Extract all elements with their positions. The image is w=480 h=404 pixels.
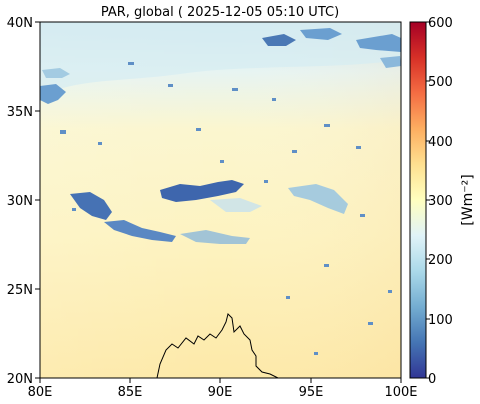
speck <box>356 146 361 149</box>
x-tick-label: 100E <box>384 385 417 400</box>
cloud-northwest-2 <box>42 68 70 78</box>
cloud-northwest <box>40 84 66 104</box>
speck <box>360 214 365 217</box>
speck <box>168 84 173 87</box>
speck <box>368 322 373 325</box>
cloud-band-center-light <box>210 198 262 212</box>
cloud-band-east <box>288 184 348 214</box>
map-area <box>40 22 401 378</box>
speck <box>388 290 392 293</box>
colorbar-tick-label: 0 <box>428 372 436 387</box>
cloud-north-strip-2 <box>300 28 342 40</box>
speck <box>286 296 290 299</box>
cloud-band-southwest <box>104 220 176 242</box>
speck <box>60 130 66 134</box>
low-par-cloud-features <box>40 28 401 244</box>
y-tick-label: 30N <box>7 194 33 209</box>
y-tick-label: 40N <box>7 16 33 31</box>
speck <box>272 98 276 101</box>
speck <box>324 264 329 267</box>
colorbar-label: [Wm⁻²] <box>460 174 476 225</box>
y-tick-label: 25N <box>7 283 33 298</box>
colorbar-ticks <box>426 21 430 379</box>
speck <box>264 180 268 183</box>
y-axis <box>35 21 40 379</box>
colorbar-tick-label: 200 <box>428 253 453 268</box>
x-tick-label: 85E <box>118 385 143 400</box>
map-title: PAR, global ( 2025-12-05 05:10 UTC) <box>101 5 339 20</box>
colorbar <box>409 21 427 379</box>
cloud-band-central <box>160 180 244 202</box>
x-axis <box>39 378 402 383</box>
colorbar-tick-label: 600 <box>428 16 453 31</box>
coastline <box>156 313 279 378</box>
cloud-north-strip <box>262 34 296 46</box>
speck <box>196 128 201 131</box>
colorbar-tick-label: 400 <box>428 135 453 150</box>
x-tick-label: 80E <box>28 385 53 400</box>
colorbar-tick-label: 300 <box>428 194 453 209</box>
x-tick-label: 90E <box>208 385 233 400</box>
speck <box>324 124 330 127</box>
cloud-northeast-2 <box>380 56 401 68</box>
speck <box>98 142 102 145</box>
cloud-band-west <box>70 192 112 220</box>
speck <box>292 150 297 153</box>
speck <box>128 62 134 65</box>
speck <box>232 88 238 91</box>
speck <box>220 160 224 163</box>
y-tick-label: 20N <box>7 372 33 387</box>
cloud-northeast <box>356 34 401 52</box>
y-tick-label: 35N <box>7 105 33 120</box>
x-tick-label: 95E <box>299 385 324 400</box>
colorbar-tick-label: 500 <box>428 75 453 90</box>
colorbar-tick-label: 100 <box>428 313 453 328</box>
scattered-cloud-specks <box>60 62 392 355</box>
speck <box>72 208 76 211</box>
speck <box>314 352 318 355</box>
cloud-band-south <box>180 230 250 244</box>
north-low-par-band <box>40 22 401 96</box>
